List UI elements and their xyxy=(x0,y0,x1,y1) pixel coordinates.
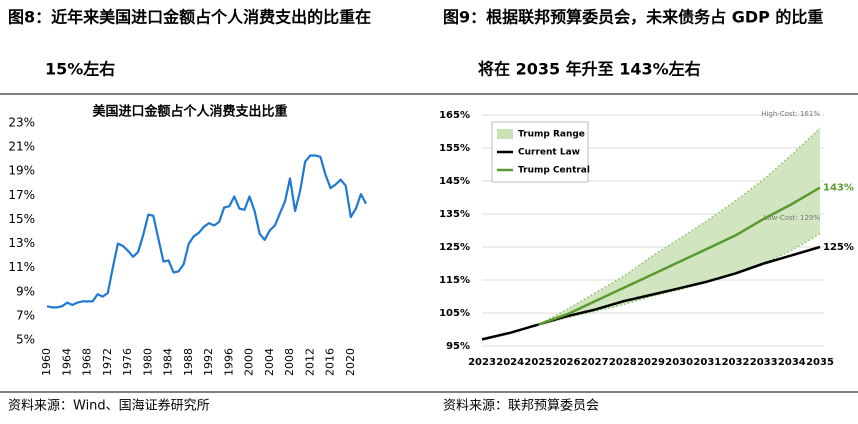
x-tick-label: 1976 xyxy=(121,348,134,376)
y-tick-label: 145% xyxy=(439,176,470,187)
x-tick-label: 2026 xyxy=(553,357,581,368)
legend-label: Trump Range xyxy=(518,130,585,140)
caption: 图8：近年来美国进口金额占个人消费支出的比重在 xyxy=(8,8,371,27)
x-tick-label: 1988 xyxy=(182,348,195,376)
x-tick-label: 1992 xyxy=(202,348,215,376)
legend-swatch xyxy=(497,129,513,139)
source: 资料来源：联邦预算委员会 xyxy=(443,399,599,414)
chart-title: 美国进口金额占个人消费支出比重 xyxy=(92,104,287,120)
y-tick-label: 19% xyxy=(8,164,35,178)
y-tick-label: 5% xyxy=(16,333,35,347)
y-tick-label: 23% xyxy=(8,116,35,130)
x-tick-label: 2016 xyxy=(324,348,337,376)
x-tick-label: 2029 xyxy=(637,357,665,368)
x-tick-label: 2033 xyxy=(750,357,778,368)
caption: 15%左右 xyxy=(45,60,115,79)
y-tick-label: 11% xyxy=(8,260,35,274)
x-tick-label: 2004 xyxy=(263,348,276,376)
range-edge xyxy=(537,127,821,326)
x-tick-label: 2025 xyxy=(524,357,552,368)
x-tick-label: 1968 xyxy=(81,348,94,376)
x-tick-label: 2035 xyxy=(806,357,834,368)
x-tick-label: 2012 xyxy=(303,348,316,376)
x-tick-label: 1984 xyxy=(162,348,175,376)
annotation: Low-Cost: 129% xyxy=(764,214,821,222)
x-tick-label: 2020 xyxy=(344,348,357,376)
y-tick-label: 165% xyxy=(439,110,470,121)
y-tick-label: 115% xyxy=(439,275,470,286)
y-tick-label: 105% xyxy=(439,308,470,319)
x-tick-label: 2024 xyxy=(496,357,524,368)
annotation: High-Cost: 161% xyxy=(761,110,820,118)
x-tick-label: 1980 xyxy=(141,348,154,376)
y-tick-label: 13% xyxy=(8,236,35,250)
y-tick-label: 15% xyxy=(8,212,35,226)
series-line xyxy=(537,186,821,326)
x-tick-label: 2023 xyxy=(468,357,496,368)
legend-label: Current Law xyxy=(518,148,580,158)
legend-label: Trump Central xyxy=(518,166,590,176)
y-tick-label: 9% xyxy=(16,284,35,298)
y-tick-label: 155% xyxy=(439,143,470,154)
x-tick-label: 2028 xyxy=(609,357,637,368)
source: 资料来源：Wind、国海证券研究所 xyxy=(8,398,210,414)
x-tick-label: 1996 xyxy=(222,348,235,376)
y-tick-label: 21% xyxy=(8,140,35,154)
x-tick-label: 2034 xyxy=(778,357,806,368)
y-tick-label: 17% xyxy=(8,188,35,202)
value-label: 125% xyxy=(823,242,854,253)
x-tick-label: 2000 xyxy=(243,348,256,376)
range-edge xyxy=(538,233,821,326)
caption: 图9：根据联邦预算委员会，未来债务占 GDP 的比重 xyxy=(443,8,823,27)
y-tick-label: 95% xyxy=(446,341,470,352)
series-line xyxy=(46,154,367,309)
range-fill xyxy=(538,128,820,325)
y-tick-label: 135% xyxy=(439,209,470,220)
value-label: 143% xyxy=(823,183,854,194)
y-tick-label: 7% xyxy=(16,308,35,322)
x-tick-label: 2008 xyxy=(283,348,296,376)
caption: 将在 2035 年升至 143%左右 xyxy=(478,60,701,79)
y-tick-label: 125% xyxy=(439,242,470,253)
x-tick-label: 1964 xyxy=(60,348,73,376)
x-tick-label: 2027 xyxy=(581,357,609,368)
x-tick-label: 2031 xyxy=(693,357,721,368)
x-tick-label: 1972 xyxy=(101,348,114,376)
x-tick-label: 1960 xyxy=(40,348,53,376)
x-tick-label: 2032 xyxy=(722,357,750,368)
x-tick-label: 2030 xyxy=(665,357,693,368)
